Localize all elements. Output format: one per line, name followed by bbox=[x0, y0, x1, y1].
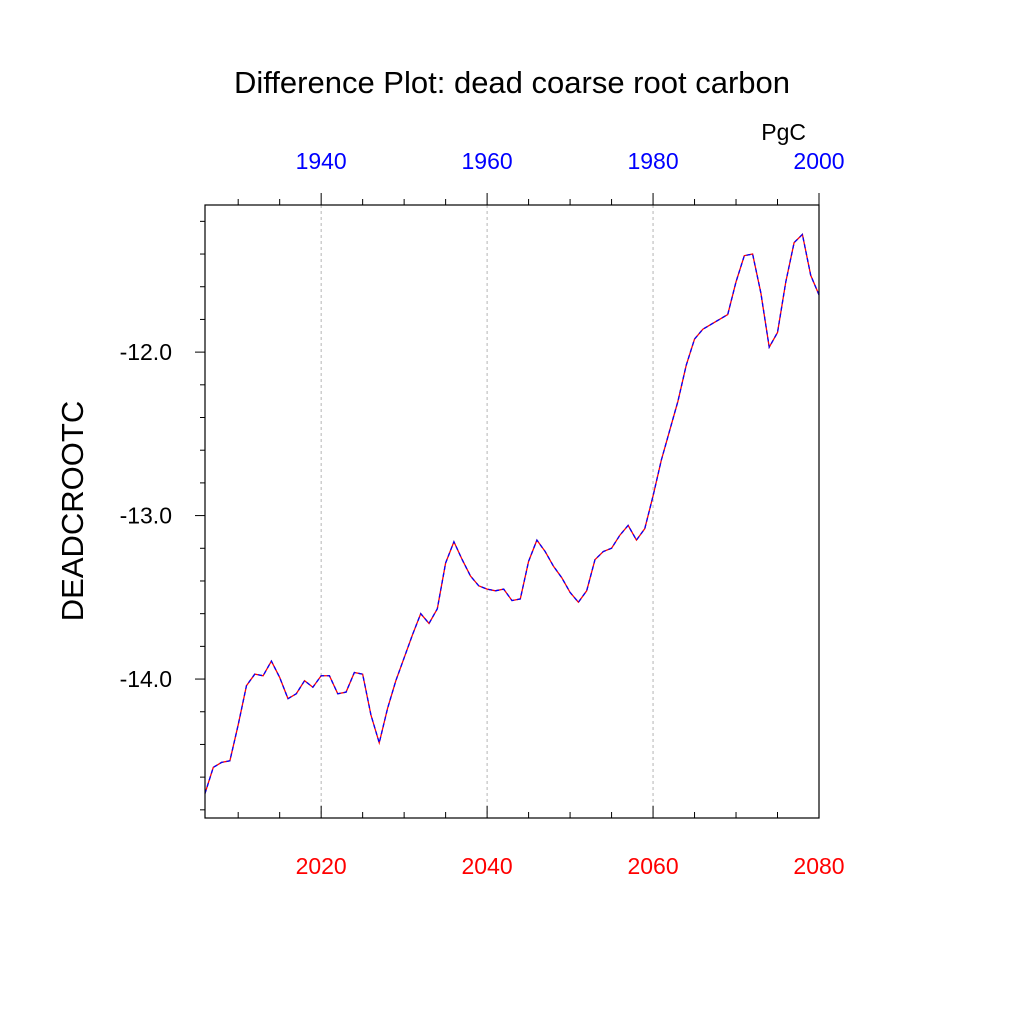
units-label: PgC bbox=[761, 119, 806, 145]
plot-frame bbox=[204, 204, 820, 819]
x-top-tick-label: 1980 bbox=[627, 148, 678, 174]
y-axis-label: DEADCROOTC bbox=[55, 401, 90, 621]
series-line-blue bbox=[204, 233, 820, 794]
grid-layer bbox=[320, 205, 654, 818]
x-top-tick-label: 2000 bbox=[793, 148, 844, 174]
y-tick-label: -14.0 bbox=[120, 666, 172, 692]
y-tick-label: -13.0 bbox=[120, 503, 172, 529]
y-tick-label: -12.0 bbox=[120, 339, 172, 365]
series-layer bbox=[204, 233, 820, 794]
chart-title: Difference Plot: dead coarse root carbon bbox=[234, 65, 790, 100]
x-bottom-tick-label: 2040 bbox=[462, 853, 513, 879]
axis-layer bbox=[195, 193, 820, 819]
x-bottom-tick-label: 2020 bbox=[296, 853, 347, 879]
x-bottom-tick-label: 2060 bbox=[627, 853, 678, 879]
x-top-tick-label: 1940 bbox=[296, 148, 347, 174]
x-top-tick-label: 1960 bbox=[462, 148, 513, 174]
label-layer: 2020 2040 2060 2080 1940 1960 1980 2000 -14.0 -13… bbox=[120, 148, 845, 879]
x-bottom-tick-label: 2080 bbox=[793, 853, 844, 879]
